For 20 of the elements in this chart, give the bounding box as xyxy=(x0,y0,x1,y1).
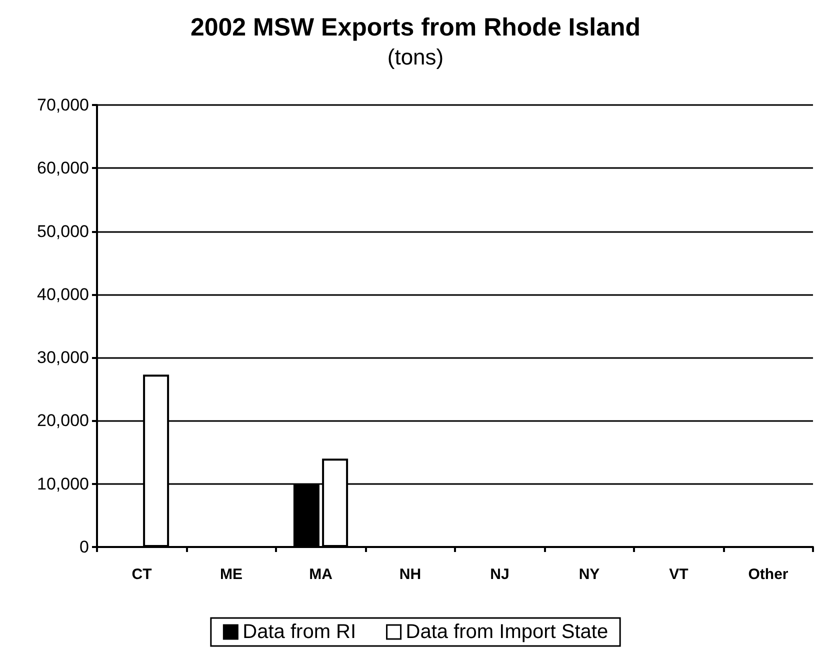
x-tick-label: NJ xyxy=(490,566,510,583)
y-tick-label: 30,000 xyxy=(37,348,89,368)
y-tick-label: 70,000 xyxy=(37,96,89,114)
chart-subtitle: (tons) xyxy=(387,44,444,70)
chart-title: 2002 MSW Exports from Rhode Island xyxy=(190,14,641,42)
y-tick-label: 20,000 xyxy=(37,411,89,430)
y-tick-label: 10,000 xyxy=(37,474,89,494)
x-tick-label: CT xyxy=(132,566,152,583)
y-tick-label: 40,000 xyxy=(37,284,89,304)
x-tick-label: MA xyxy=(309,566,333,583)
x-tick-label: NY xyxy=(578,566,600,583)
y-tick-label: 50,000 xyxy=(37,222,89,241)
legend-label: Data from Import State xyxy=(406,621,608,643)
y-tick-label: 0 xyxy=(80,538,89,556)
y-tick-label: 60,000 xyxy=(37,158,89,178)
x-tick-label: Other xyxy=(748,566,788,583)
legend-label: Data from RI xyxy=(242,621,356,643)
x-tick-label: VT xyxy=(669,566,688,583)
x-tick-label: ME xyxy=(220,566,242,583)
x-tick-label: NH xyxy=(399,566,422,583)
